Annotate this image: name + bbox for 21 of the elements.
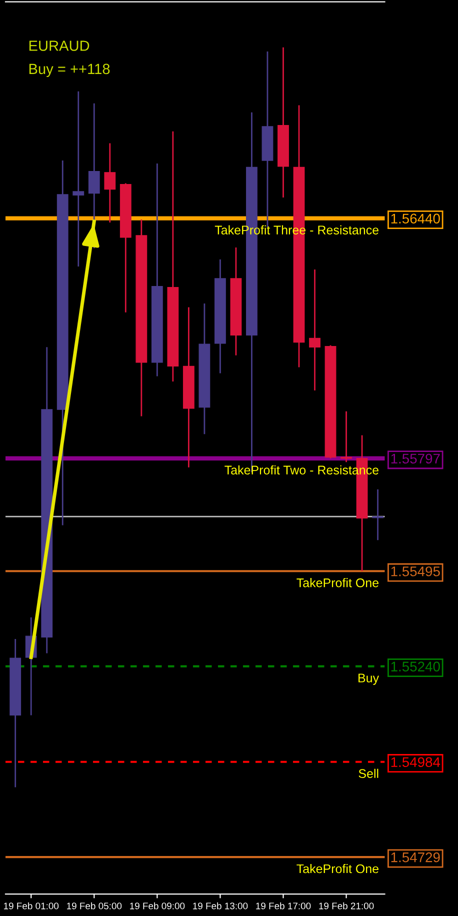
- y-tick-label: 1.54729: [391, 852, 440, 862]
- candlestick: [72, 90, 84, 268]
- x-tick-label: 19 Feb 05:00: [67, 902, 122, 910]
- candlestick: [309, 268, 320, 392]
- y-tick-label: 1.56440: [391, 214, 440, 224]
- x-tick-label: 19 Feb 01:00: [4, 902, 59, 910]
- y-tick-label: 1.55495: [391, 566, 440, 576]
- annotation: Buy = ++118: [29, 64, 110, 77]
- candlestick: [104, 142, 116, 224]
- ref-line-label: TakeProfit One: [296, 864, 378, 874]
- annotation: EURAUD: [29, 40, 90, 51]
- ref-line-label: Sell: [358, 768, 378, 778]
- x-tick-label: 19 Feb 13:00: [193, 902, 248, 910]
- ref-line-label: Buy: [358, 674, 380, 685]
- x-tick-label: 19 Feb 17:00: [256, 902, 311, 910]
- y-tick-label: 1.55797: [391, 454, 440, 464]
- x-tick-label: 19 Feb 09:00: [130, 902, 185, 910]
- x-tick-label: 19 Feb 21:00: [319, 902, 374, 910]
- ref-line-label: TakeProfit One: [296, 578, 378, 588]
- y-tick-label: 1.54984: [391, 757, 440, 768]
- y-tick-label: 1.55240: [391, 662, 440, 672]
